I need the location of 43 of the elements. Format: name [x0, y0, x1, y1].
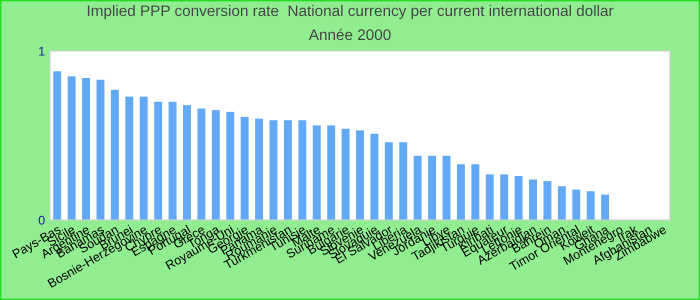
bar — [370, 134, 378, 220]
bar — [53, 71, 62, 220]
bar — [442, 156, 450, 220]
bar — [270, 120, 278, 220]
bar — [342, 128, 350, 220]
bar — [284, 120, 292, 220]
bar — [384, 142, 393, 220]
bar — [183, 105, 191, 220]
bar — [327, 125, 336, 220]
bar — [255, 118, 264, 220]
bar — [543, 181, 552, 220]
bar — [558, 186, 566, 220]
bar — [96, 80, 104, 220]
bar — [471, 164, 480, 220]
bar — [140, 96, 148, 220]
bar — [168, 102, 177, 220]
y-tick-label: 0 — [38, 216, 45, 225]
bar — [529, 179, 537, 220]
y-tick-label: 1 — [39, 46, 45, 56]
bar — [240, 116, 249, 220]
bar — [312, 125, 321, 220]
bar — [298, 120, 306, 220]
chart-title: Implied PPP conversion rate National currency per current international dollar — [88, 4, 614, 20]
bar — [125, 96, 134, 220]
bar — [197, 108, 206, 220]
bar — [428, 156, 436, 220]
bar — [110, 90, 119, 220]
bar — [414, 156, 422, 220]
bar — [212, 110, 220, 220]
bar — [486, 174, 494, 220]
bar — [601, 194, 610, 220]
chart-subtitle: Année 2000 — [308, 28, 391, 40]
bar — [68, 76, 76, 220]
bar — [456, 164, 465, 220]
bar — [572, 190, 580, 220]
bar — [356, 130, 364, 220]
bar — [226, 112, 234, 220]
bar — [82, 78, 90, 220]
bar — [500, 174, 508, 220]
bar — [586, 191, 595, 220]
bar — [399, 142, 408, 220]
bar — [154, 102, 162, 220]
bar — [514, 176, 523, 220]
